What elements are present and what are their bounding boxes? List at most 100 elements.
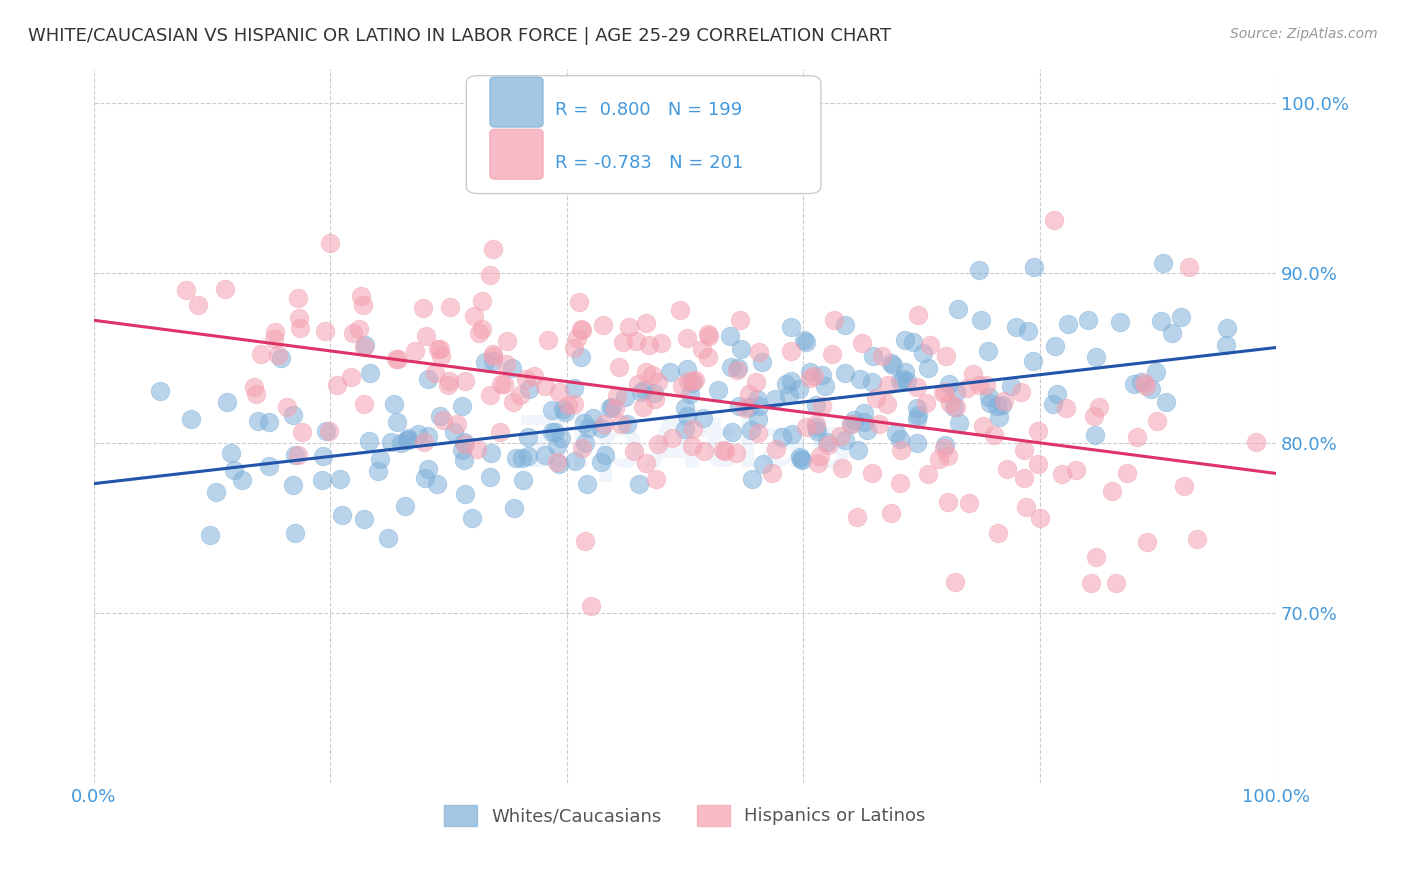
Point bbox=[204, 484, 226, 499]
Point bbox=[882, 358, 904, 372]
Point bbox=[641, 368, 664, 382]
Point bbox=[180, 412, 202, 426]
Point bbox=[896, 374, 918, 388]
Point bbox=[606, 389, 628, 403]
Point bbox=[394, 500, 416, 514]
Point bbox=[353, 340, 375, 354]
Point bbox=[557, 398, 579, 412]
Point bbox=[780, 343, 803, 358]
Point bbox=[389, 436, 412, 450]
Point bbox=[790, 452, 813, 467]
Point bbox=[326, 378, 349, 392]
Point bbox=[808, 449, 831, 463]
Point bbox=[1026, 424, 1049, 438]
Text: WHITE/CAUCASIAN VS HISPANIC OR LATINO IN LABOR FORCE | AGE 25-29 CORRELATION CHA: WHITE/CAUCASIAN VS HISPANIC OR LATINO IN… bbox=[28, 27, 891, 45]
Point bbox=[332, 508, 354, 522]
Point bbox=[920, 338, 942, 352]
Point bbox=[938, 449, 960, 463]
Point bbox=[610, 417, 633, 431]
Point bbox=[928, 451, 950, 466]
Point bbox=[396, 432, 419, 446]
Point bbox=[454, 487, 477, 501]
Point bbox=[789, 382, 811, 396]
Point bbox=[748, 399, 770, 413]
Point bbox=[353, 338, 375, 352]
Point bbox=[505, 450, 527, 465]
Point bbox=[846, 510, 869, 524]
Point bbox=[533, 379, 555, 393]
Point bbox=[562, 382, 585, 396]
Point bbox=[799, 365, 821, 379]
Point bbox=[676, 374, 699, 388]
Point bbox=[450, 443, 472, 458]
Point bbox=[243, 380, 266, 394]
Point bbox=[537, 333, 560, 347]
Point bbox=[988, 410, 1011, 425]
Point bbox=[624, 334, 647, 348]
Point bbox=[489, 425, 512, 440]
Point bbox=[839, 417, 862, 431]
Point bbox=[912, 345, 935, 359]
Point bbox=[359, 367, 381, 381]
Point bbox=[541, 403, 564, 417]
Point bbox=[1022, 354, 1045, 368]
Point bbox=[724, 446, 747, 460]
Point bbox=[481, 242, 503, 256]
Point bbox=[744, 376, 766, 390]
Point bbox=[377, 531, 399, 545]
Point bbox=[763, 392, 786, 406]
Point bbox=[1133, 376, 1156, 391]
Point bbox=[879, 356, 901, 370]
Point bbox=[439, 300, 461, 314]
Point bbox=[862, 349, 884, 363]
Point bbox=[311, 473, 333, 487]
Point bbox=[693, 444, 716, 458]
Point bbox=[628, 477, 651, 491]
Point bbox=[418, 462, 440, 476]
Point bbox=[198, 527, 221, 541]
Point bbox=[603, 401, 626, 415]
Point bbox=[1064, 463, 1087, 477]
Point bbox=[967, 377, 990, 392]
Point bbox=[523, 368, 546, 383]
Point bbox=[834, 366, 856, 380]
Point bbox=[1146, 414, 1168, 428]
Point bbox=[482, 353, 505, 368]
Point bbox=[745, 392, 768, 406]
Point bbox=[1043, 339, 1066, 353]
Point bbox=[853, 415, 876, 429]
Point bbox=[804, 419, 827, 434]
Point bbox=[675, 409, 697, 423]
Point bbox=[1026, 457, 1049, 471]
Point bbox=[607, 360, 630, 375]
Point bbox=[425, 366, 447, 380]
Point bbox=[876, 396, 898, 410]
Point bbox=[711, 443, 734, 458]
Point bbox=[413, 471, 436, 485]
Point bbox=[276, 400, 298, 414]
Point bbox=[862, 375, 884, 389]
Point bbox=[574, 533, 596, 548]
Point bbox=[571, 441, 593, 455]
Point bbox=[803, 369, 825, 384]
Point bbox=[281, 409, 304, 423]
Point bbox=[945, 385, 967, 400]
Point bbox=[453, 453, 475, 467]
Point bbox=[1170, 310, 1192, 324]
Point bbox=[917, 360, 939, 375]
Point bbox=[575, 477, 598, 491]
Point bbox=[683, 373, 706, 387]
Point bbox=[429, 343, 451, 357]
Point bbox=[465, 442, 488, 457]
Point bbox=[834, 318, 856, 332]
Point bbox=[993, 394, 1015, 409]
Point bbox=[889, 475, 911, 490]
Point bbox=[893, 365, 915, 379]
Point bbox=[502, 395, 524, 409]
Point bbox=[517, 449, 540, 463]
Point bbox=[692, 410, 714, 425]
Point bbox=[995, 462, 1018, 476]
Point bbox=[1085, 351, 1108, 365]
Point bbox=[718, 328, 741, 343]
Point bbox=[645, 472, 668, 486]
